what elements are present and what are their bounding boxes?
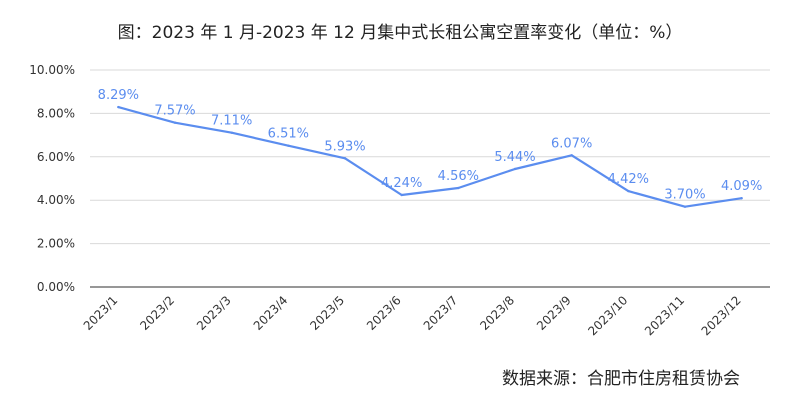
data-point	[740, 197, 743, 200]
y-tick-label: 0.00%	[37, 280, 75, 294]
x-tick-label: 2023/5	[307, 293, 347, 333]
data-label: 5.44%	[494, 150, 535, 165]
data-label: 4.09%	[721, 179, 762, 194]
gridlines	[90, 69, 770, 288]
x-tick-label: 2023/2	[137, 293, 177, 333]
series-line	[118, 106, 742, 208]
data-point	[513, 167, 517, 171]
data-label: 7.11%	[211, 114, 252, 129]
y-tick-label: 10.00%	[29, 63, 75, 77]
data-point	[627, 189, 630, 193]
x-tick-label: 2023/6	[364, 293, 404, 333]
data-point	[287, 144, 290, 147]
y-axis-ticks: 0.00% 2.00% 4.00% 6.00% 8.00% 10.00%	[29, 63, 75, 294]
data-label: 6.07%	[551, 136, 592, 151]
data-point	[173, 121, 177, 124]
y-tick-label: 2.00%	[37, 237, 75, 251]
data-point	[457, 186, 460, 190]
x-tick-label: 2023/12	[699, 293, 744, 338]
data-label: 8.29%	[98, 88, 139, 103]
y-tick-label: 8.00%	[37, 106, 75, 120]
x-tick-label: 2023/11	[642, 293, 687, 338]
x-tick-label: 2023/8	[477, 293, 517, 333]
chart-title: 图：2023 年 1 月-2023 年 12 月集中式长租公寓空置率变化（单位：…	[118, 23, 683, 43]
data-label: 6.51%	[268, 127, 309, 142]
data-point	[683, 205, 687, 208]
x-tick-label: 2023/9	[534, 293, 574, 333]
y-tick-label: 6.00%	[37, 150, 75, 164]
source-note: 数据来源：合肥市住房租赁协会	[502, 369, 740, 389]
data-labels: 8.29% 7.57% 7.11% 6.51% 5.93% 4.24% 4.56% 5.44%…	[98, 88, 763, 203]
data-label: 3.70%	[664, 188, 705, 203]
x-tick-label: 2023/10	[585, 293, 630, 338]
data-label: 4.56%	[438, 169, 479, 184]
x-axis-ticks: 2023/1 2023/2 2023/3 2023/4 2023/5 2023/6 2023…	[81, 293, 744, 338]
data-label: 4.42%	[608, 172, 649, 187]
data-label: 5.93%	[324, 139, 365, 154]
x-tick-label: 2023/1	[81, 293, 121, 333]
data-point	[230, 131, 233, 134]
series-layer	[117, 105, 743, 208]
x-tick-label: 2023/7	[421, 293, 461, 333]
data-label: 7.57%	[154, 104, 195, 119]
x-tick-label: 2023/4	[251, 293, 291, 333]
data-point	[343, 157, 347, 160]
data-label: 4.24%	[381, 176, 422, 191]
data-point	[400, 193, 403, 197]
data-point	[117, 105, 120, 109]
data-point	[570, 154, 573, 157]
x-tick-label: 2023/3	[194, 293, 234, 333]
y-tick-label: 4.00%	[37, 193, 75, 207]
